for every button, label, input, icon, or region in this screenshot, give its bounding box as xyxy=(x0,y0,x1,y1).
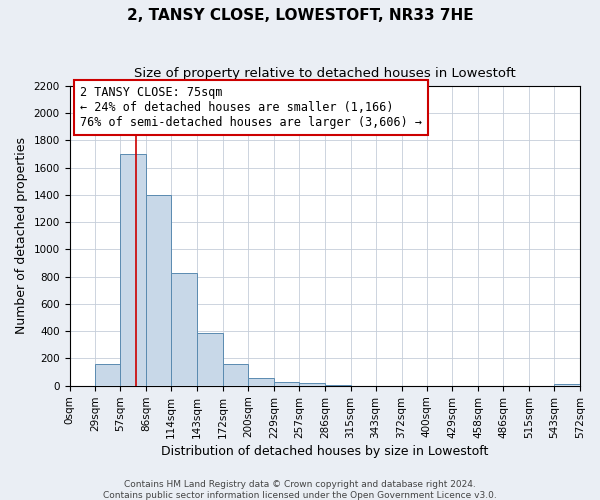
Bar xyxy=(274,382,299,386)
Text: 2, TANSY CLOSE, LOWESTOFT, NR33 7HE: 2, TANSY CLOSE, LOWESTOFT, NR33 7HE xyxy=(127,8,473,22)
Bar xyxy=(95,364,121,386)
X-axis label: Distribution of detached houses by size in Lowestoft: Distribution of detached houses by size … xyxy=(161,444,488,458)
Text: Contains HM Land Registry data © Crown copyright and database right 2024.
Contai: Contains HM Land Registry data © Crown c… xyxy=(103,480,497,500)
Bar xyxy=(223,364,248,386)
Bar xyxy=(146,195,171,386)
Bar xyxy=(325,385,350,386)
Bar xyxy=(248,378,274,386)
Title: Size of property relative to detached houses in Lowestoft: Size of property relative to detached ho… xyxy=(134,68,515,80)
Y-axis label: Number of detached properties: Number of detached properties xyxy=(15,138,28,334)
Bar xyxy=(554,384,580,386)
Bar xyxy=(121,154,146,386)
Bar xyxy=(197,333,223,386)
Bar xyxy=(299,383,325,386)
Text: 2 TANSY CLOSE: 75sqm
← 24% of detached houses are smaller (1,166)
76% of semi-de: 2 TANSY CLOSE: 75sqm ← 24% of detached h… xyxy=(80,86,422,129)
Bar xyxy=(171,272,197,386)
